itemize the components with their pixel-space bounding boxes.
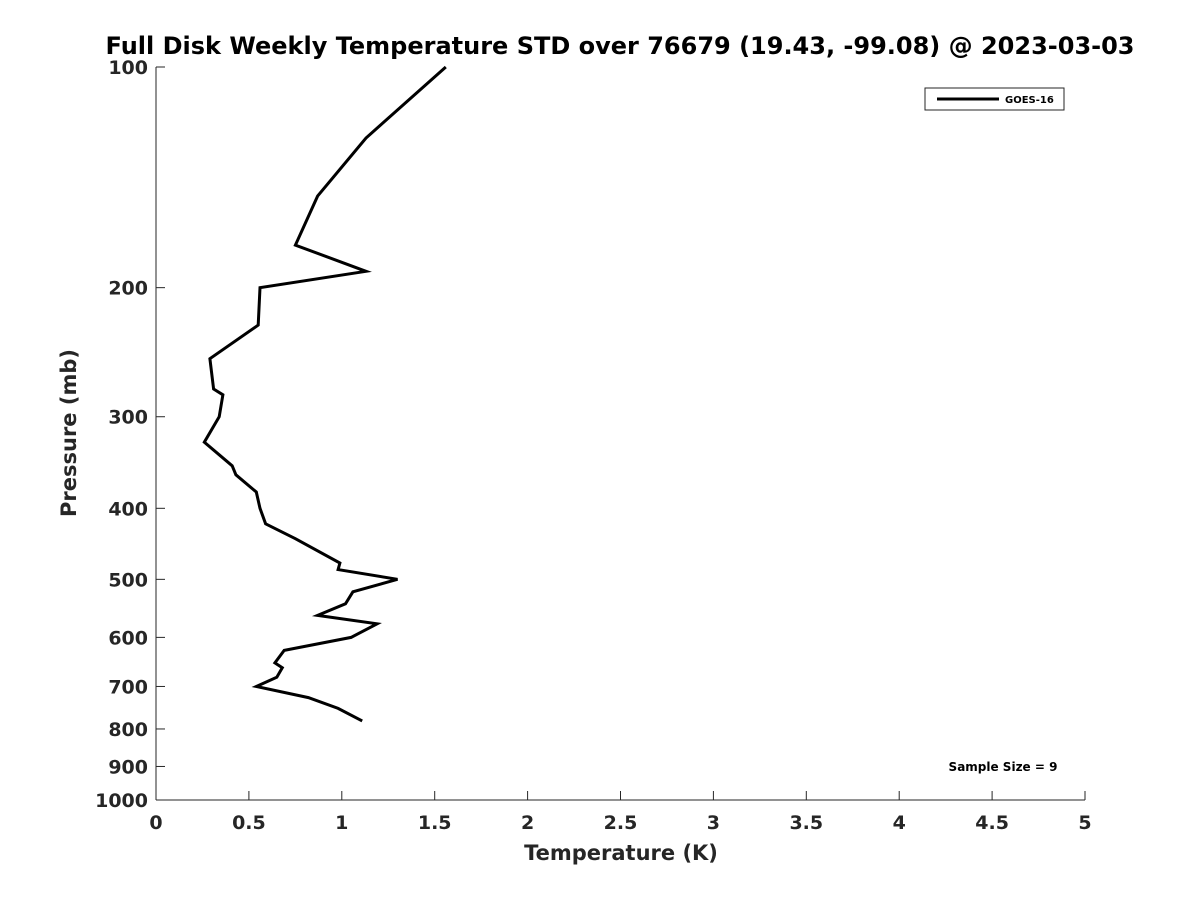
data-point — [317, 195, 319, 197]
data-point — [307, 697, 309, 699]
data-point — [352, 591, 354, 593]
series-line-goes-16 — [202, 65, 447, 723]
y-tick-label: 500 — [108, 569, 148, 591]
data-point — [281, 667, 283, 669]
data-point — [317, 614, 319, 616]
y-tick-label: 700 — [108, 676, 148, 698]
data-point — [255, 491, 257, 493]
y-tick-label: 100 — [108, 57, 148, 79]
data-point — [350, 636, 352, 638]
data-point — [218, 416, 220, 418]
x-tick-label: 4 — [893, 812, 906, 834]
x-axis: 0 0.5 1 1.5 2 2.5 3 3.5 4 4.5 5 — [149, 791, 1092, 834]
data-point — [257, 324, 259, 326]
y-tick-label: 1000 — [95, 790, 148, 812]
x-tick-label: 2.5 — [604, 812, 638, 834]
data-point — [294, 244, 296, 246]
data-point — [274, 662, 276, 664]
x-tick-label: 1.5 — [418, 812, 452, 834]
data-point — [203, 441, 205, 443]
data-point — [445, 66, 447, 68]
x-tick-label: 2 — [521, 812, 534, 834]
data-point — [276, 676, 278, 678]
y-tick-label: 200 — [108, 278, 148, 300]
y-tick-label: 800 — [108, 719, 148, 741]
data-point — [259, 507, 261, 509]
data-point — [365, 137, 367, 139]
data-point — [265, 523, 267, 525]
y-axis: 100 200 300 400 500 600 700 800 900 1000 — [95, 57, 165, 812]
x-axis-label: Temperature (K) — [524, 841, 718, 865]
data-point — [259, 287, 261, 289]
y-tick-label: 600 — [108, 627, 148, 649]
x-tick-label: 1 — [335, 812, 348, 834]
data-point — [213, 388, 215, 390]
data-point — [255, 685, 257, 687]
legend-label: GOES-16 — [1005, 95, 1054, 106]
chart-title: Full Disk Weekly Temperature STD over 76… — [106, 32, 1135, 60]
data-point — [337, 569, 339, 571]
data-point — [337, 707, 339, 709]
legend: GOES-16 — [924, 87, 1065, 111]
y-tick-label: 900 — [108, 756, 148, 778]
data-point — [231, 465, 233, 467]
y-tick-label: 400 — [108, 498, 148, 520]
x-tick-label: 4.5 — [975, 812, 1009, 834]
y-axis-label: Pressure (mb) — [57, 349, 81, 517]
data-point — [376, 623, 378, 625]
data-point — [345, 603, 347, 605]
x-tick-label: 0 — [149, 812, 162, 834]
data-point — [209, 358, 211, 360]
data-point — [222, 394, 224, 396]
x-tick-label: 0.5 — [232, 812, 266, 834]
data-point — [283, 649, 285, 651]
data-point — [339, 562, 341, 564]
data-point — [397, 578, 399, 580]
data-point — [294, 538, 296, 540]
sample-size-annotation: Sample Size = 9 — [949, 760, 1058, 774]
data-point — [235, 474, 237, 476]
data-point — [365, 270, 367, 272]
x-tick-label: 3 — [707, 812, 720, 834]
x-tick-label: 5 — [1078, 812, 1091, 834]
data-point — [361, 720, 363, 722]
x-tick-label: 3.5 — [789, 812, 823, 834]
y-tick-label: 300 — [108, 407, 148, 429]
series-layer — [202, 65, 447, 723]
